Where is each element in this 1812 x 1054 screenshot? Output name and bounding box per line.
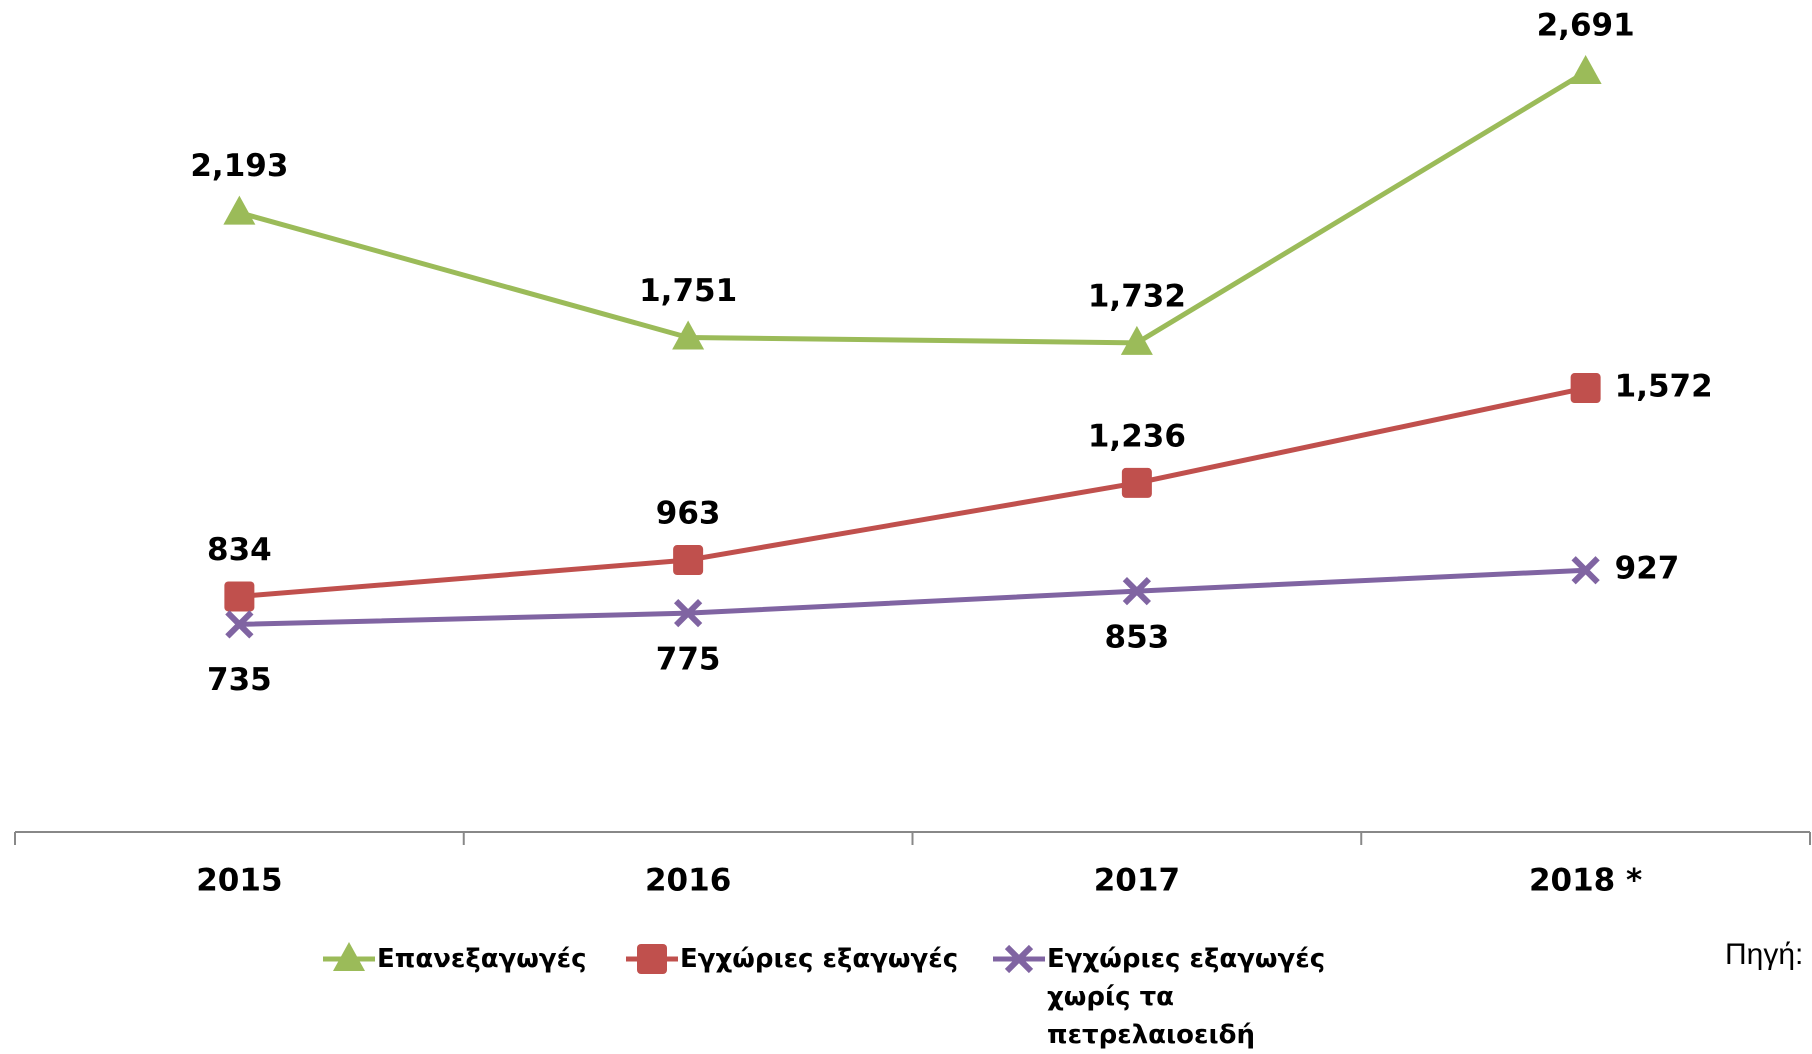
legend-item: Επανεξαγωγές [321,940,587,978]
legend-icon [993,944,1045,974]
data-label: 927 [1615,551,1680,587]
data-label: 834 [207,532,272,568]
legend-item: Εγχώριες εξαγωγές χωρίς τα πετρελαιοειδή [991,940,1377,1054]
legend-label: Εγχώριες εξαγωγές [680,944,959,974]
series-line [238,69,1587,346]
legend-item: Εγχώριες εξαγωγές [624,940,958,978]
data-label: 963 [656,496,721,532]
marker [225,610,254,639]
data-label: 2,193 [190,148,288,184]
legend-icon [323,942,375,971]
x-tick-label: 2015 [196,863,282,899]
marker [1569,55,1602,85]
marker [1121,467,1152,498]
data-label: 1,732 [1088,278,1186,314]
legend-label: Επανεξαγωγές [377,944,587,974]
legend-label: Εγχώριες εξαγωγές χωρίς τα πετρελαιοειδή [1047,944,1326,1050]
marker [333,942,365,971]
data-label: 1,751 [639,273,737,309]
data-label: 2,691 [1537,8,1635,44]
data-label: 853 [1105,620,1170,656]
page: {"chart_data": {"type": "line", "categor… [14,7,1811,1050]
marker [1122,576,1152,606]
marker [1120,325,1153,355]
series-line [239,567,1586,627]
x-tick-label: 2016 [645,863,731,899]
x-tick-label: 2018 * [1529,863,1642,899]
marker [223,195,256,225]
series-line [239,385,1587,599]
marker [224,581,255,612]
marker [672,320,705,350]
marker [1571,556,1600,585]
source-note: Πηγή: [1725,938,1804,971]
marker [1570,373,1601,404]
marker [673,545,704,576]
data-label: 775 [656,642,721,678]
marker [1004,944,1034,974]
data-label: 1,572 [1615,369,1713,405]
x-tick-label: 2017 [1094,863,1180,899]
marker [637,944,667,974]
data-label: 735 [207,662,272,698]
chart: 2015 2016 2017 2018 * 2,193 1,751 1,732 2,691 83… [14,8,1811,899]
legend-icon [626,944,678,974]
marker [674,599,703,628]
data-label: 1,236 [1088,418,1186,454]
